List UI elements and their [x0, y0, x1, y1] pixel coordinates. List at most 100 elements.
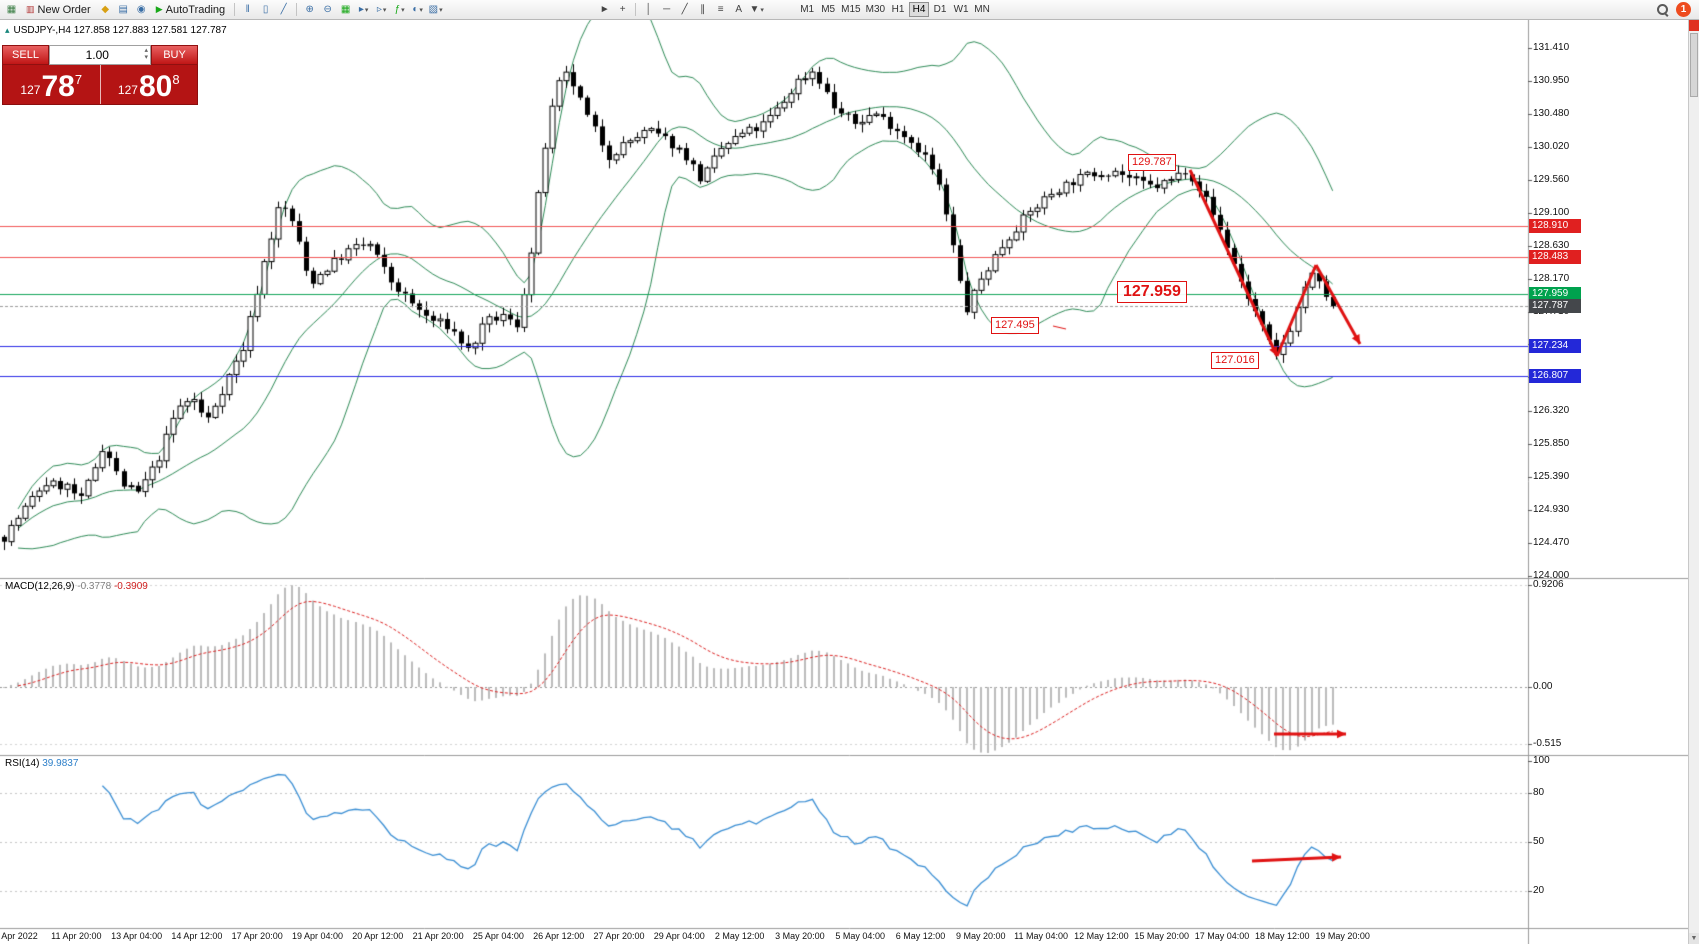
macd-axis-label: 0.00 [1533, 681, 1553, 692]
templates-icon[interactable]: ▧ ▾ [428, 4, 443, 15]
chart-window-icon[interactable]: ▦ [6, 4, 17, 15]
timeframe-m1[interactable]: M1 [800, 4, 815, 15]
time-axis-label: 14 Apr 12:00 [171, 931, 223, 941]
dropdown-caret-icon[interactable]: ▾ [382, 6, 387, 14]
dropdown-caret-icon[interactable]: ▾ [439, 6, 443, 14]
lot-up-icon[interactable]: ▴ [144, 47, 148, 54]
price-annotation[interactable]: 127.495 [991, 317, 1039, 334]
market-watch-icon[interactable]: ▤ [118, 4, 128, 15]
new-order-button[interactable]: ▥ New Order [21, 2, 96, 18]
fibonacci-icon[interactable]: ≡ [717, 4, 724, 15]
price-annotation[interactable]: 127.016 [1211, 352, 1259, 369]
vertical-line-icon[interactable]: │ [645, 4, 652, 15]
sell-price-display[interactable]: 127 78 7 [3, 65, 100, 104]
search-icon[interactable] [1655, 2, 1670, 17]
timeframe-w1[interactable]: W1 [953, 4, 969, 15]
price-axis-label: 126.320 [1533, 404, 1570, 416]
zoom-out-icon[interactable]: ⊖ [323, 4, 332, 15]
autotrading-button[interactable]: ▶ AutoTrading [151, 2, 230, 18]
toolbar-separator [635, 3, 637, 16]
auto-scroll-icon[interactable]: ▸ ▾ [358, 4, 369, 15]
price-axis-label: 129.100 [1533, 206, 1570, 218]
price-axis-label: 128.170 [1533, 272, 1570, 284]
macd-signal-value: -0.3909 [113, 581, 148, 592]
data-window-icon[interactable]: ◉ [136, 4, 146, 15]
price-axis-label: 125.850 [1533, 438, 1570, 450]
lot-size-value[interactable]: 1.00 [85, 48, 109, 62]
dropdown-caret-icon[interactable]: ▾ [364, 6, 369, 14]
time-axis-label: 17 May 04:00 [1194, 931, 1250, 941]
macd-main-value: -0.3778 [77, 581, 112, 592]
timeframe-mn[interactable]: MN [974, 4, 990, 15]
price-axis-label: 129.560 [1533, 173, 1570, 185]
symbol-chart-icon: ▴ [5, 25, 10, 35]
macd-name: MACD(12,26,9) [5, 581, 75, 592]
new-order-button-label: New Order [37, 3, 91, 16]
buy-button[interactable]: BUY [151, 45, 198, 65]
timeframe-m5[interactable]: M5 [821, 4, 836, 15]
buy-price-big: 80 [138, 70, 173, 103]
vertical-scrollbar[interactable]: ▼ [1688, 20, 1699, 944]
rsi-axis-label: 80 [1533, 787, 1545, 799]
time-axis-label: 29 Apr 04:00 [653, 931, 705, 941]
price-tag: 127.787 [1529, 299, 1581, 314]
crosshair-icon[interactable]: + [619, 4, 626, 15]
scroll-down-button[interactable]: ▼ [1689, 933, 1699, 944]
time-axis-label: 11 May 04:00 [1014, 931, 1069, 941]
horizontal-line-icon[interactable]: ─ [663, 4, 671, 15]
timeframe-d1[interactable]: D1 [933, 4, 947, 15]
toolbar-separator [234, 3, 236, 16]
lot-down-icon[interactable]: ▾ [144, 54, 148, 61]
line-chart-mode-icon[interactable]: ╱ [280, 4, 287, 15]
scripts-icon[interactable]: ◆ [101, 4, 110, 15]
time-axis-label: 11 Apr 20:00 [51, 931, 102, 941]
time-axis-label: 3 May 20:00 [775, 931, 825, 941]
price-axis-label: 124.000 [1533, 570, 1570, 581]
lot-size-field[interactable]: 1.00 ▴ ▾ [49, 45, 151, 65]
timeframe-h1[interactable]: H1 [891, 4, 905, 15]
price-annotation[interactable]: 129.787 [1128, 154, 1176, 171]
indicators-icon[interactable]: ƒ ▾ [394, 4, 405, 15]
price-tag: 127.959 [1529, 286, 1581, 301]
tile-windows-icon[interactable]: ▦ [340, 4, 351, 15]
timeframe-h4[interactable]: H4 [909, 2, 930, 17]
channel-icon[interactable]: ∥ [700, 4, 706, 15]
lot-stepper[interactable]: ▴ ▾ [144, 47, 148, 62]
scroll-up-button[interactable] [1689, 20, 1699, 31]
rsi-axis-label: 50 [1533, 836, 1545, 847]
buy-price-display[interactable]: 127 80 8 [101, 65, 198, 104]
scrollbar-thumb[interactable] [1690, 33, 1698, 97]
time-axis-label: 9 May 20:00 [956, 931, 1006, 941]
time-axis-label: 13 Apr 04:00 [111, 931, 163, 941]
dropdown-caret-icon[interactable]: ▾ [760, 6, 764, 14]
sell-button[interactable]: SELL [2, 45, 49, 65]
price-axis-label: 125.390 [1533, 470, 1570, 482]
candlestick-mode-icon[interactable]: ▯ [262, 4, 269, 15]
dropdown-caret-icon[interactable]: ▾ [401, 6, 405, 14]
price-tag: 128.910 [1529, 219, 1581, 234]
notification-badge[interactable]: 1 [1676, 2, 1691, 17]
dropdown-caret-icon[interactable]: ▾ [419, 6, 423, 14]
time-axis-label: 6 May 12:00 [895, 931, 946, 941]
chart-shift-icon[interactable]: ▹ ▾ [376, 4, 387, 15]
buy-price-sup: 8 [172, 72, 180, 87]
rsi-label: RSI(14) 39.9837 [5, 758, 78, 769]
bar-chart-mode-icon[interactable]: ‖ [245, 4, 250, 15]
zoom-in-icon[interactable]: ⊕ [305, 4, 314, 15]
price-axis-label: 130.020 [1533, 141, 1570, 153]
periods-icon[interactable]: ◐ ▾ [412, 4, 423, 15]
text-tool-icon[interactable]: A [735, 4, 742, 15]
time-axis-label: 2 May 12:00 [714, 931, 765, 941]
timeframe-m30[interactable]: M30 [865, 4, 886, 15]
rsi-axis-label: 100 [1533, 755, 1550, 766]
timeframe-m15[interactable]: M15 [841, 4, 861, 15]
cursor-icon[interactable]: ► [599, 4, 610, 15]
time-axis-label: 17 Apr 20:00 [231, 931, 283, 941]
price-tag: 127.234 [1529, 338, 1581, 353]
new-order-button-icon: ▥ [26, 4, 35, 14]
price-annotation[interactable]: 127.959 [1117, 281, 1187, 303]
sell-price-sup: 7 [74, 72, 83, 87]
arrows-tool-icon[interactable]: ▼ ▾ [749, 4, 764, 15]
trendline-icon[interactable]: ╱ [681, 4, 688, 15]
